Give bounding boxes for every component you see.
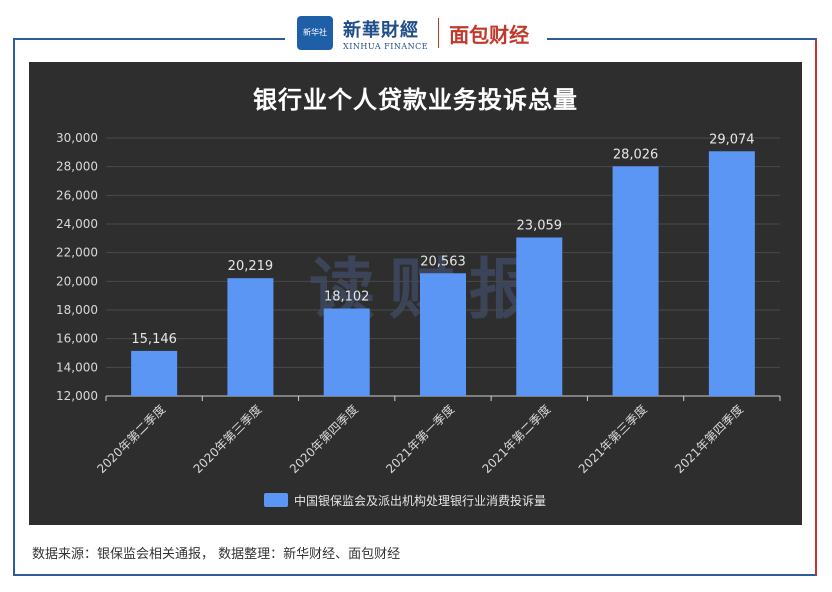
bar bbox=[708, 151, 755, 396]
x-tick-label: 2020年第三季度 bbox=[190, 402, 265, 477]
legend-label: 中国银保监会及派出机构处理银行业消费投诉量 bbox=[294, 493, 546, 508]
y-tick-label: 24,000 bbox=[56, 217, 98, 231]
bar bbox=[420, 273, 466, 396]
bar bbox=[131, 350, 178, 396]
x-tick-label: 2020年第二季度 bbox=[94, 402, 169, 477]
bar-value-label: 20,219 bbox=[228, 259, 274, 274]
bar-value-label: 23,059 bbox=[517, 218, 563, 233]
x-tick-label: 2020年第四季度 bbox=[286, 402, 361, 477]
mianbao-logo: 面包财经 bbox=[449, 22, 530, 47]
legend-swatch bbox=[264, 493, 288, 507]
xinhua-logo-icon: 新华社 bbox=[297, 16, 333, 50]
data-source-note: 数据来源：银保监会相关通报， 数据整理：新华财经、面包财经 bbox=[32, 547, 401, 562]
bar-value-label: 15,146 bbox=[131, 332, 177, 347]
xinhua-english: XINHUA FINANCE bbox=[343, 41, 429, 51]
frame-gap bbox=[285, 30, 547, 50]
bar-value-label: 20,563 bbox=[420, 254, 466, 269]
bar bbox=[516, 237, 563, 396]
brand-divider bbox=[438, 18, 440, 48]
x-tick-label: 2021年第三季度 bbox=[575, 402, 650, 477]
y-tick-label: 14,000 bbox=[56, 360, 98, 374]
bar-value-label: 29,074 bbox=[709, 132, 755, 147]
bar-value-label: 28,026 bbox=[613, 147, 659, 162]
x-tick-label: 2021年第二季度 bbox=[479, 402, 554, 477]
y-tick-label: 18,000 bbox=[56, 303, 98, 317]
xinhua-name: 新華財經 bbox=[343, 19, 419, 41]
y-tick-label: 26,000 bbox=[56, 188, 98, 202]
y-tick-label: 28,000 bbox=[56, 160, 98, 174]
y-tick-label: 12,000 bbox=[56, 389, 98, 403]
bar-value-label: 18,102 bbox=[324, 290, 370, 305]
x-tick-label: 2021年第一季度 bbox=[382, 402, 457, 477]
y-tick-label: 20,000 bbox=[56, 274, 98, 288]
brand-header: 新华社 新華財經 XINHUA FINANCE 面包财经 bbox=[297, 14, 529, 52]
bar bbox=[323, 308, 370, 396]
bar bbox=[227, 278, 274, 396]
y-tick-label: 16,000 bbox=[56, 332, 98, 346]
chart-panel: 银行业个人贷款业务投诉总量 读财报12,00014,00016,00018,00… bbox=[29, 62, 802, 525]
y-tick-label: 22,000 bbox=[56, 246, 98, 260]
xinhua-wordmark: 新華財經 XINHUA FINANCE bbox=[343, 16, 428, 51]
y-tick-label: 30,000 bbox=[56, 131, 98, 145]
chart-title: 银行业个人贷款业务投诉总量 bbox=[253, 86, 578, 114]
bar bbox=[612, 166, 659, 396]
x-tick-label: 2021年第四季度 bbox=[671, 402, 746, 477]
bar-chart: 读财报12,00014,00016,00018,00020,00022,0002… bbox=[56, 131, 781, 508]
